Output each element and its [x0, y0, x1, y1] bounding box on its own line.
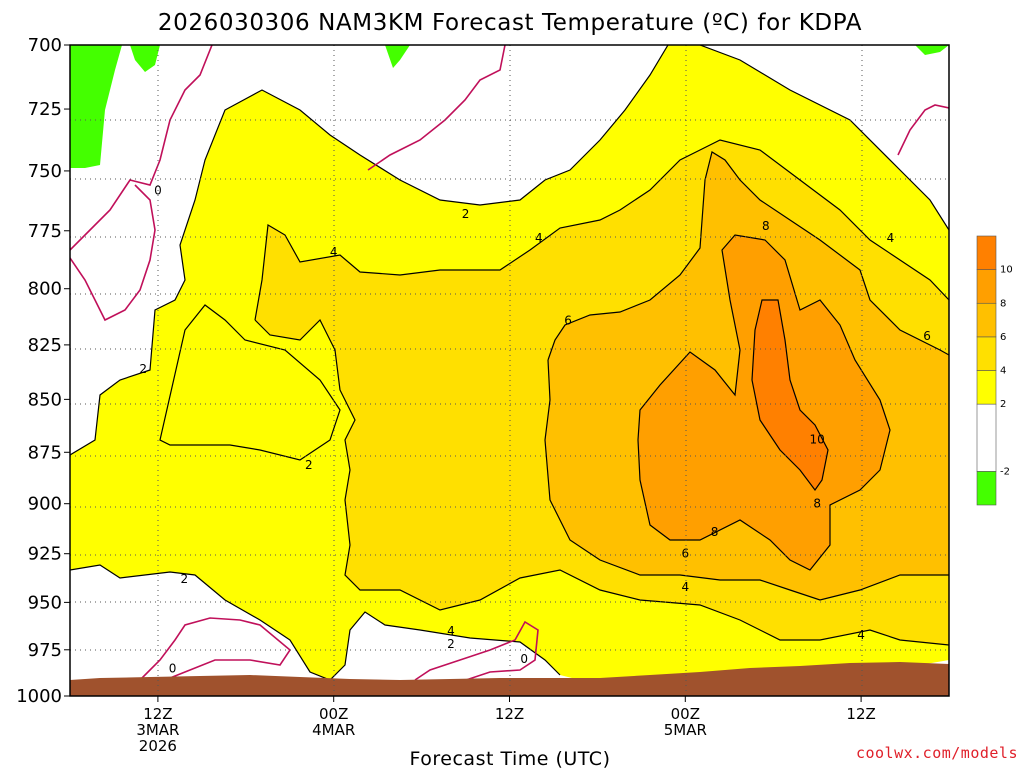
contour-label: 4 [535, 231, 543, 245]
y-tick-label: 950 [28, 592, 62, 613]
x-tick-label: 00Z [671, 705, 700, 723]
x-tick-label: 3MAR [136, 721, 179, 739]
contour-label: 2 [305, 458, 313, 472]
band-green-top1 [130, 45, 160, 72]
chart-title: 2026030306 NAM3KM Forecast Temperature (… [158, 10, 862, 36]
x-axis-title: Forecast Time (UTC) [410, 748, 611, 768]
contour-label: 4 [447, 624, 455, 638]
isotherm-6-bottom [544, 359, 949, 601]
contour-label: 2 [447, 637, 455, 651]
isotherm-4 [254, 139, 949, 321]
isotherm-0-top [367, 45, 506, 171]
isotherm-10 [751, 299, 829, 492]
y-tick-label: 975 [28, 640, 62, 661]
legend-label: -2 [1000, 466, 1010, 477]
contour-label: 8 [813, 497, 821, 511]
x-tick-label: 12Z [495, 705, 524, 723]
y-tick-label: 725 [28, 99, 62, 120]
y-tick-label: 775 [28, 221, 62, 242]
band-green-topleft [70, 45, 122, 168]
ground-surface [70, 662, 949, 696]
x-tick-label: 12Z [846, 705, 875, 723]
legend-label: 6 [1000, 332, 1006, 343]
legend-swatch [976, 302, 997, 338]
isotherm-8 [637, 234, 891, 571]
isotherm-2 [70, 45, 669, 456]
contour-label: 8 [711, 525, 719, 539]
isotherm-6 [547, 151, 949, 361]
contour-label: 0 [154, 183, 162, 197]
legend-label: 4 [1000, 366, 1006, 377]
isotherm-0-topright [897, 104, 949, 156]
color-legend: -2 2 4 6 8 10 [976, 235, 1013, 506]
isotherm-0-bottom-left [139, 617, 292, 681]
legend-swatch [976, 370, 997, 405]
band-green-topright [915, 45, 949, 55]
y-axis: 700 725 750 775 800 825 850 875 900 925 950 975 1000 [16, 35, 70, 707]
y-tick-label: 900 [28, 494, 62, 515]
y-tick-label: 1000 [16, 686, 62, 707]
y-tick-label: 825 [28, 335, 62, 356]
contour-label: 10 [810, 433, 825, 447]
contour-label: 4 [330, 245, 338, 259]
contour-label: 2 [180, 572, 188, 586]
legend-swatch [976, 403, 997, 472]
legend-swatch [976, 471, 997, 506]
contour-label: 6 [923, 329, 931, 343]
legend-label: 8 [1000, 298, 1006, 309]
x-tick-label: 4MAR [312, 721, 355, 739]
y-tick-label: 875 [28, 442, 62, 463]
contour-label: 6 [564, 313, 572, 327]
y-tick-label: 925 [28, 544, 62, 565]
x-tick-label: 12Z [143, 705, 172, 723]
grid [70, 45, 949, 696]
contour-label: 8 [762, 219, 770, 233]
x-tick-label: 5MAR [664, 721, 707, 739]
contour-label: 4 [681, 580, 689, 594]
contour-label: 4 [857, 628, 865, 642]
isotherm-4-bottom [254, 318, 949, 646]
site-credit: coolwx.com/models [856, 744, 1018, 762]
contour-label: 0 [520, 652, 528, 666]
legend-swatch [976, 235, 997, 270]
isotherm-0-topleft [70, 45, 213, 251]
legend-swatch [976, 336, 997, 371]
y-tick-label: 800 [28, 279, 62, 300]
isotherm-0-topleft2 [70, 184, 156, 322]
contour-label: 2 [139, 362, 147, 376]
isotherm-2-interior [159, 304, 341, 461]
contour-label: 2 [462, 207, 470, 221]
legend-swatch [976, 269, 997, 304]
legend-label: 2 [1000, 399, 1006, 410]
contour-label: 4 [887, 231, 895, 245]
band-green-top2 [385, 45, 410, 68]
x-tick-label: 2026 [139, 737, 177, 755]
x-tick-label: 00Z [319, 705, 348, 723]
y-tick-label: 750 [28, 161, 62, 182]
contour-label: 6 [681, 547, 689, 561]
band-10-to-12 [752, 300, 828, 490]
contour-label: 0 [169, 661, 177, 675]
y-tick-label: 700 [28, 35, 62, 56]
legend-label: 10 [1000, 265, 1013, 276]
y-tick-label: 850 [28, 389, 62, 410]
